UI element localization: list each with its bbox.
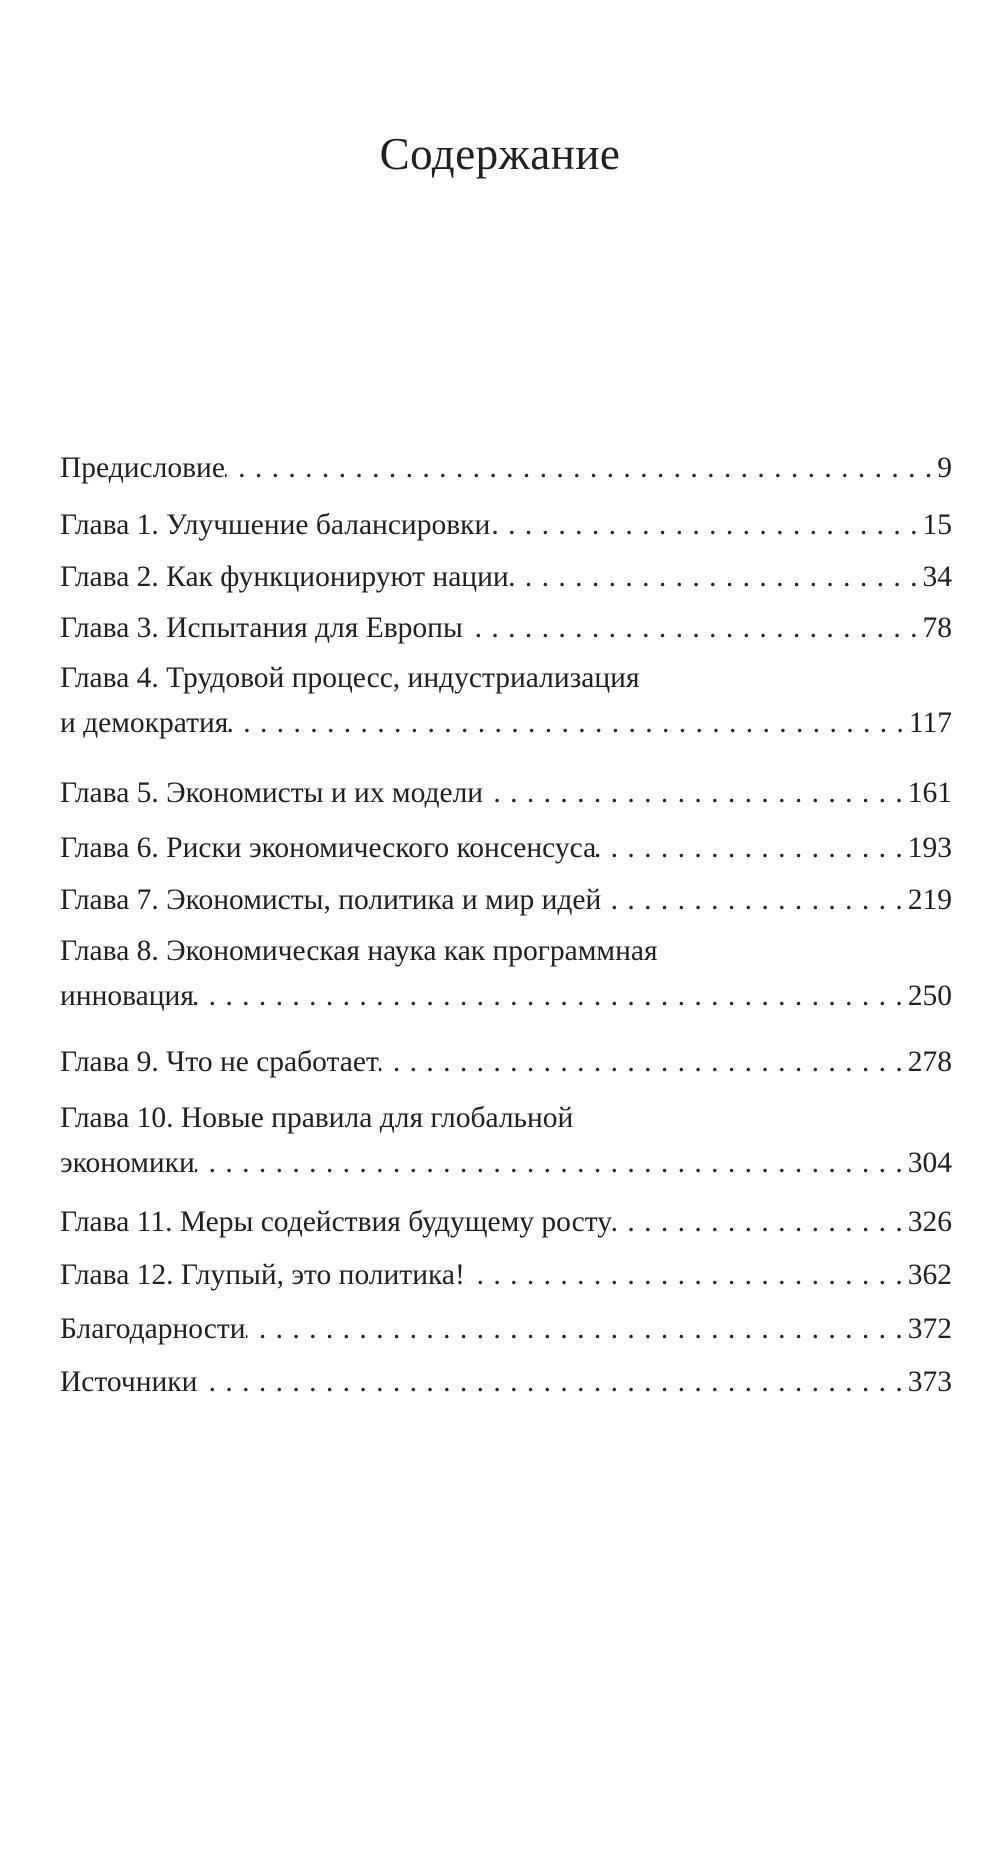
dot-leader (483, 771, 908, 816)
toc-entry-line: Источники 373 (60, 1360, 952, 1405)
toc-entry[interactable]: Глава 7. Экономисты, политика и мир идей… (60, 878, 952, 923)
toc-entry[interactable]: Глава 5. Экономисты и их модели 161 (60, 771, 952, 816)
toc-page-number: 15 (922, 509, 953, 541)
toc-page-number: 326 (907, 1206, 952, 1238)
toc-entry[interactable]: Глава 3. Испытания для Европы 78 (60, 606, 952, 651)
toc-page-number: 78 (922, 612, 953, 644)
toc-entry[interactable]: Глава 1. Улучшение балансировки 15 (60, 503, 952, 548)
toc-entry-title: Глава 4. Трудовой процесс, индустриализа… (60, 662, 640, 694)
toc-entry-title: и демократия (60, 707, 229, 739)
dot-leader (195, 1141, 908, 1186)
dot-leader (463, 606, 923, 651)
toc-entry-line: Глава 12. Глупый, это политика! 362 (60, 1253, 952, 1298)
toc-page-number: 278 (907, 1046, 952, 1078)
toc-entry-line: Глава 6. Риски экономического консенсуса… (60, 826, 952, 871)
toc-entry-line: Глава 10. Новые правила для глобальной (60, 1096, 952, 1141)
toc-entry[interactable]: Глава 12. Глупый, это политика! 362 (60, 1253, 952, 1298)
dot-leader (197, 1360, 907, 1405)
toc-page-number: 34 (922, 561, 953, 593)
toc-entry-line: экономики 304 (60, 1141, 952, 1186)
toc-entry[interactable]: Глава 8. Экономическая наука как програм… (60, 929, 952, 1019)
toc-entry-line: Глава 9. Что не сработает 278 (60, 1040, 952, 1085)
toc-entry[interactable]: Глава 10. Новые правила для глобальной эк… (60, 1096, 952, 1186)
dot-leader (246, 1307, 908, 1352)
toc-entry-title: Благодарности (60, 1313, 246, 1345)
toc-entry-line: и демократия 117 (60, 701, 952, 746)
toc-entry[interactable]: Глава 11. Меры содействия будущему росту… (60, 1200, 952, 1245)
toc-entry-line: Глава 2. Как функционируют нации 34 (60, 555, 952, 600)
toc-entry-line: Благодарности 372 (60, 1307, 952, 1352)
toc-page-number: 219 (907, 884, 952, 916)
toc-entry-title: экономики (60, 1147, 195, 1179)
toc-entry-title: Глава 2. Как функционируют нации (60, 561, 509, 593)
toc-entry[interactable]: Благодарности 372 (60, 1307, 952, 1352)
toc-entry-line: Глава 11. Меры содействия будущему росту… (60, 1200, 952, 1245)
dot-leader (509, 555, 923, 600)
toc-entry-line: Глава 4. Трудовой процесс, индустриализа… (60, 656, 952, 701)
toc-entry-title: Глава 3. Испытания для Европы (60, 612, 463, 644)
toc-entry-line: Глава 7. Экономисты, политика и мир идей… (60, 878, 952, 923)
toc-entry-title: инновация (60, 980, 194, 1012)
toc-entry-title: Глава 1. Улучшение балансировки (60, 509, 491, 541)
toc-entry-title: Глава 7. Экономисты, политика и мир идей (60, 884, 602, 916)
dot-leader (490, 503, 922, 548)
dot-leader (194, 974, 908, 1019)
toc-entry-line: Глава 8. Экономическая наука как програм… (60, 929, 952, 974)
toc-entry-title: Глава 11. Меры содействия будущему росту (60, 1206, 612, 1238)
dot-leader (601, 878, 907, 923)
toc-page-number: 304 (907, 1147, 952, 1179)
toc-entry-title: Глава 8. Экономическая наука как програм… (60, 935, 658, 967)
toc-page-number: 161 (907, 777, 952, 809)
dot-leader (465, 1253, 908, 1298)
dot-leader (612, 1200, 908, 1245)
toc-entry-line: инновация 250 (60, 974, 952, 1019)
toc-entry[interactable]: Глава 6. Риски экономического консенсуса… (60, 826, 952, 871)
toc-page-number: 362 (907, 1259, 952, 1291)
toc-entry-title: Глава 5. Экономисты и их модели (60, 777, 484, 809)
toc-page-number: 250 (907, 980, 952, 1012)
toc-page-number: 373 (907, 1366, 952, 1398)
dot-leader (379, 1040, 908, 1085)
toc-entry-title: Предисловие (60, 452, 225, 484)
dot-leader (225, 446, 937, 491)
toc-entry[interactable]: Глава 4. Трудовой процесс, индустриализа… (60, 656, 952, 746)
toc-entry-line: Предисловие 9 (60, 446, 952, 491)
toc-entry-line: Глава 3. Испытания для Европы 78 (60, 606, 952, 651)
dot-leader (596, 826, 908, 871)
toc-entry-title: Источники (60, 1366, 198, 1398)
toc-entry-title: Глава 9. Что не сработает (60, 1046, 379, 1078)
toc-entry-title: Глава 10. Новые правила для глобальной (60, 1102, 574, 1134)
dot-leader (228, 701, 909, 746)
toc-page-number: 193 (907, 832, 952, 864)
toc-page-number: 372 (907, 1313, 952, 1345)
toc-entry-line: Глава 5. Экономисты и их модели 161 (60, 771, 952, 816)
toc-page-number: 117 (908, 707, 952, 739)
toc-entry-line: Глава 1. Улучшение балансировки 15 (60, 503, 952, 548)
toc-page-number: 9 (937, 452, 952, 484)
toc-entry[interactable]: Глава 9. Что не сработает 278 (60, 1040, 952, 1085)
toc-entry[interactable]: Источники 373 (60, 1360, 952, 1405)
toc-entry[interactable]: Глава 2. Как функционируют нации 34 (60, 555, 952, 600)
page-title: Содержание (379, 129, 621, 179)
toc-entry[interactable]: Предисловие 9 (60, 446, 952, 491)
toc-entry-title: Глава 6. Риски экономического консенсуса (60, 832, 597, 864)
toc-entry-title: Глава 12. Глупый, это политика! (60, 1259, 465, 1291)
